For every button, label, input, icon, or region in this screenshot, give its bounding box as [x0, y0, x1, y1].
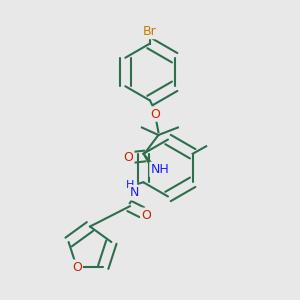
Text: H: H: [126, 180, 134, 190]
Text: O: O: [141, 209, 151, 222]
Text: O: O: [151, 107, 160, 121]
Text: NH: NH: [151, 163, 169, 176]
Text: O: O: [72, 261, 82, 274]
Text: Br: Br: [143, 25, 157, 38]
Text: N: N: [130, 186, 139, 199]
Text: O: O: [124, 151, 133, 164]
